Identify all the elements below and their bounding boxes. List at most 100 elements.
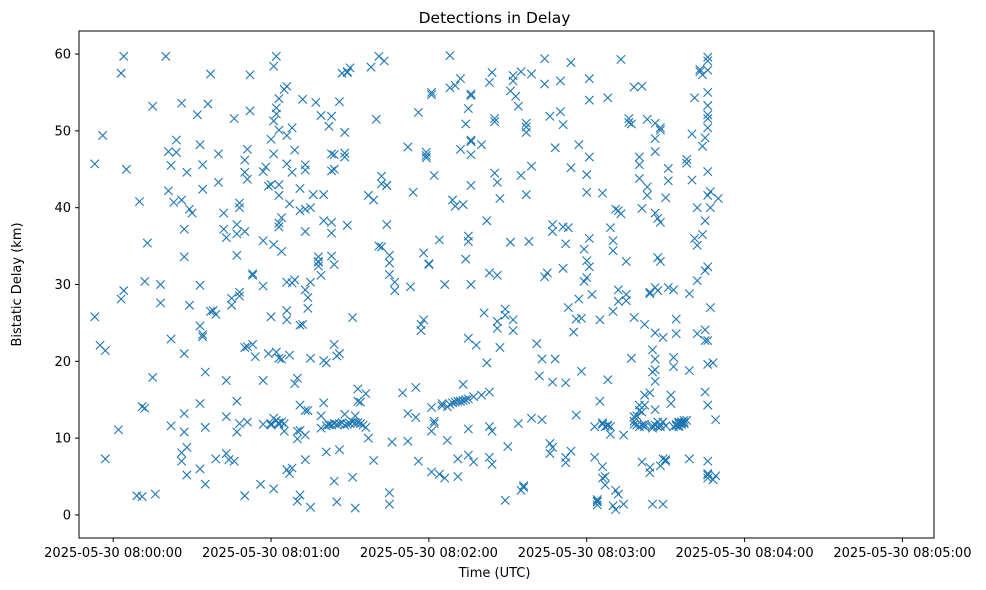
x-tick-label: 2025-05-30 08:03:00 xyxy=(518,546,656,561)
data-point xyxy=(653,253,663,263)
data-point xyxy=(282,465,292,475)
data-point xyxy=(442,435,452,446)
data-point xyxy=(463,333,473,343)
data-point xyxy=(490,113,500,124)
data-point xyxy=(284,468,295,479)
data-point xyxy=(513,418,523,429)
data-point xyxy=(453,471,463,482)
data-point xyxy=(287,463,297,473)
x-tick-label: 2025-05-30 08:02:00 xyxy=(360,546,498,561)
data-point xyxy=(429,170,439,181)
data-point xyxy=(324,121,334,131)
data-point xyxy=(508,76,518,86)
data-point xyxy=(495,193,505,204)
data-point xyxy=(458,200,468,210)
data-point xyxy=(637,457,647,467)
data-point xyxy=(547,377,558,387)
data-point xyxy=(416,326,426,336)
data-point xyxy=(490,168,500,178)
data-point xyxy=(700,335,710,346)
data-point xyxy=(295,320,305,330)
y-tick-label: 0 xyxy=(63,508,71,523)
data-point xyxy=(600,480,610,490)
data-point xyxy=(597,188,608,198)
data-point xyxy=(629,412,639,422)
data-point xyxy=(269,61,279,71)
data-point xyxy=(421,150,431,161)
data-point xyxy=(597,461,608,472)
data-point xyxy=(179,349,189,359)
data-point xyxy=(182,470,192,480)
data-point xyxy=(98,130,108,141)
data-point xyxy=(492,316,502,326)
data-point xyxy=(703,190,713,200)
data-point xyxy=(284,350,295,360)
data-point xyxy=(274,222,284,232)
data-point xyxy=(634,160,644,170)
data-point xyxy=(282,130,292,141)
data-point xyxy=(558,120,568,130)
data-point xyxy=(361,422,371,432)
plot-area xyxy=(78,30,935,539)
data-point xyxy=(419,315,429,325)
data-point xyxy=(334,445,345,455)
data-point xyxy=(292,373,302,383)
data-point xyxy=(234,198,245,208)
data-point xyxy=(495,342,505,353)
data-point xyxy=(179,252,189,262)
data-point xyxy=(382,180,392,190)
data-point xyxy=(355,418,366,429)
data-point xyxy=(513,101,523,111)
data-point xyxy=(582,272,592,283)
data-point xyxy=(692,203,702,213)
data-point xyxy=(634,152,644,162)
data-point xyxy=(603,375,613,385)
data-point xyxy=(703,65,713,75)
data-point xyxy=(326,228,337,238)
data-point xyxy=(248,269,258,279)
data-point xyxy=(221,375,231,386)
data-point xyxy=(469,457,479,467)
data-point xyxy=(611,504,621,515)
data-point xyxy=(463,450,473,460)
data-point xyxy=(234,203,245,213)
data-point xyxy=(234,418,245,429)
data-point xyxy=(195,140,205,150)
data-point xyxy=(329,164,339,174)
data-point xyxy=(155,298,166,308)
data-point xyxy=(90,159,100,169)
data-point xyxy=(484,452,494,462)
data-point xyxy=(471,340,481,350)
data-point xyxy=(521,127,531,137)
data-point xyxy=(224,455,234,465)
data-point xyxy=(650,133,660,144)
data-point xyxy=(205,306,216,316)
data-point xyxy=(700,387,710,397)
data-point xyxy=(637,203,647,214)
data-point xyxy=(703,52,713,62)
data-point xyxy=(300,285,310,295)
data-point xyxy=(679,415,689,426)
data-point xyxy=(500,310,510,320)
data-point xyxy=(655,256,665,267)
data-point xyxy=(466,90,476,101)
data-point xyxy=(366,62,376,72)
data-point xyxy=(203,99,213,109)
data-point xyxy=(232,229,242,239)
data-point xyxy=(450,80,460,91)
data-point xyxy=(658,332,668,343)
x-tick-label: 2025-05-30 08:05:00 xyxy=(833,546,971,561)
data-point xyxy=(274,218,284,228)
data-point xyxy=(200,422,210,432)
data-point xyxy=(266,312,276,322)
data-point xyxy=(137,491,147,502)
data-point xyxy=(545,438,555,449)
data-point xyxy=(608,236,618,246)
y-tick-label: 50 xyxy=(54,124,71,139)
data-point xyxy=(319,216,329,226)
data-point xyxy=(113,425,124,435)
data-point xyxy=(179,224,189,234)
data-point xyxy=(271,109,281,119)
data-point xyxy=(342,419,352,429)
data-point xyxy=(390,277,400,287)
